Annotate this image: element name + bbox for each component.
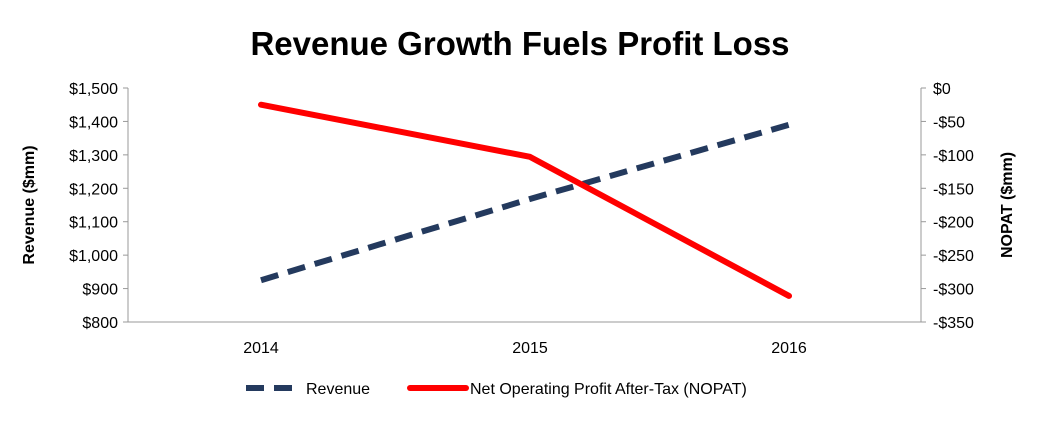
left-axis-title: Revenue ($mm) [21,145,38,264]
left-tick-label: $1,400 [69,114,118,131]
right-tick-label: -$50 [933,114,965,131]
legend-label-nopat: Net Operating Profit After-Tax (NOPAT) [470,381,747,398]
right-axis-title: NOPAT ($mm) [999,152,1016,258]
left-tick-label: $1,500 [69,81,118,98]
right-tick-label: -$150 [933,181,974,198]
series-line-nopat [258,101,792,299]
left-tick-label: $1,200 [69,181,118,198]
chart-title: Revenue Growth Fuels Profit Loss [250,25,789,62]
right-tick-label: -$100 [933,148,974,165]
legend: Revenue Net Operating Profit After-Tax (N… [246,381,747,398]
right-tick-label: -$250 [933,248,974,265]
x-tick-label: 2014 [243,340,279,357]
x-tick-label: 2015 [512,340,548,357]
right-tick-label: $0 [933,81,951,98]
right-tick-label: -$300 [933,282,974,299]
left-tick-label: $1,300 [69,148,118,165]
right-axis-ticks: -$350 -$300 -$250 -$200 -$150 -$100 -$50 $0 [921,81,974,332]
left-tick-label: $800 [82,315,118,332]
x-tick-label: 2016 [771,340,807,357]
series-line-revenue [260,121,790,284]
x-axis-ticks: 2014 2015 2016 [243,340,807,357]
right-tick-label: -$200 [933,215,974,232]
left-axis-ticks: $800 $900 $1,000 $1,100 $1,200 $1,300 $1,400 $1… [69,81,128,332]
left-tick-label: $900 [82,282,118,299]
right-tick-label: -$350 [933,315,974,332]
plot-area: $800 $900 $1,000 $1,100 $1,200 $1,300 $1,400 $1… [69,81,974,357]
series-layer [258,101,792,299]
left-tick-label: $1,100 [69,215,118,232]
legend-label-revenue: Revenue [306,381,370,398]
left-tick-label: $1,000 [69,248,118,265]
